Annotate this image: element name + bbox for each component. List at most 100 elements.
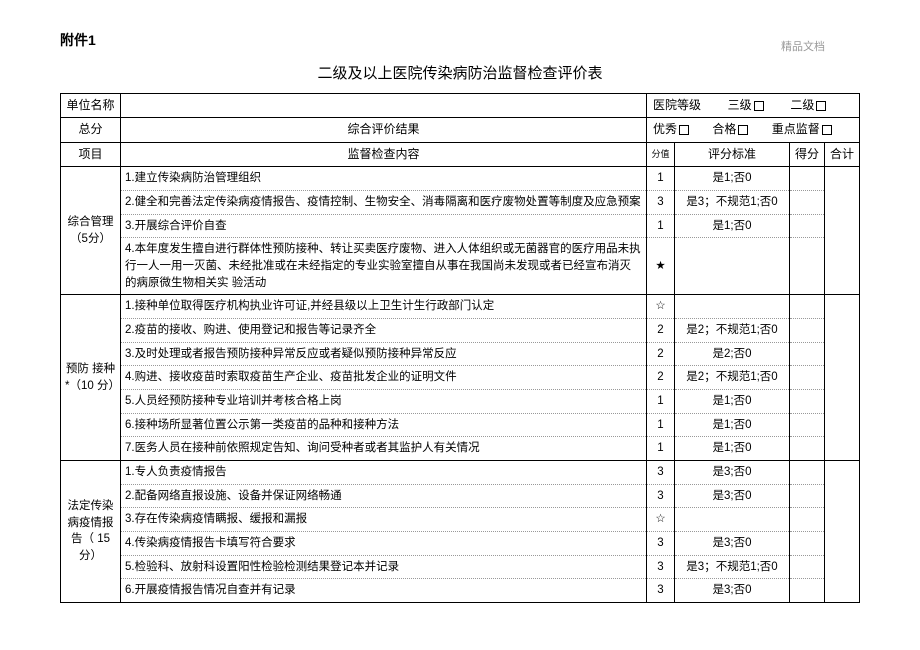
- col-content-header: 监督检查内容: [121, 142, 647, 166]
- standard-cell: 是1;否0: [675, 167, 790, 191]
- col-standard-header: 评分标准: [674, 142, 789, 166]
- got-score-cell: [790, 167, 825, 191]
- standard-cell: 是1;否0: [675, 413, 790, 437]
- level2-checkbox[interactable]: [816, 101, 826, 111]
- pass-checkbox[interactable]: [738, 125, 748, 135]
- level3-label: 三级: [728, 98, 752, 112]
- standard-cell: 是3;否0: [675, 531, 790, 555]
- col-got-header: 得分: [789, 142, 824, 166]
- standard-cell: [675, 508, 790, 532]
- score-cell: 1: [647, 214, 675, 238]
- standard-cell: 是1;否0: [675, 214, 790, 238]
- score-cell: ☆: [647, 508, 675, 532]
- score-cell: ★: [647, 238, 675, 295]
- standard-cell: 是3;否0: [675, 460, 790, 484]
- key-supervision-checkbox[interactable]: [822, 125, 832, 135]
- total-cell: [825, 295, 860, 461]
- score-cell: 3: [647, 531, 675, 555]
- got-score-cell: [790, 389, 825, 413]
- standard-cell: [675, 238, 790, 295]
- got-score-cell: [790, 484, 825, 508]
- content-cell: 6.接种场所显著位置公示第一类疫苗的品种和接种方法: [121, 413, 647, 437]
- got-score-cell: [790, 342, 825, 366]
- excellent-label: 优秀: [653, 122, 677, 136]
- content-cell: 3.及时处理或者报告预防接种异常反应或者疑似预防接种异常反应: [121, 342, 647, 366]
- total-score-label: 总分: [61, 118, 121, 142]
- standard-cell: 是2；不规范1;否0: [675, 318, 790, 342]
- attachment-label: 附件1: [60, 30, 860, 50]
- score-cell: 1: [647, 437, 675, 461]
- got-score-cell: [790, 366, 825, 390]
- standard-cell: 是3；不规范1;否0: [675, 190, 790, 214]
- got-score-cell: [790, 190, 825, 214]
- standard-cell: 是3；不规范1;否0: [675, 555, 790, 579]
- unit-name-label: 单位名称: [61, 94, 121, 118]
- got-score-cell: [790, 531, 825, 555]
- content-cell: 4.购进、接收疫苗时索取疫苗生产企业、疫苗批发企业的证明文件: [121, 366, 647, 390]
- score-cell: 1: [647, 413, 675, 437]
- content-cell: 2.配备网络直报设施、设备并保证网络畅通: [121, 484, 647, 508]
- content-cell: 1.接种单位取得医疗机构执业许可证,并经县级以上卫生计生行政部门认定: [121, 295, 647, 319]
- total-cell: [825, 167, 860, 295]
- col-item-header: 项目: [61, 142, 121, 166]
- score-cell: 3: [647, 190, 675, 214]
- content-cell: 2.健全和完善法定传染病疫情报告、疫情控制、生物安全、消毒隔离和医疗废物处置等制…: [121, 190, 647, 214]
- score-cell: 3: [647, 579, 675, 603]
- level3-checkbox[interactable]: [754, 101, 764, 111]
- score-cell: 1: [647, 167, 675, 191]
- content-table: 综合管理（5分）1.建立传染病防治管理组织1是1;否02.健全和完善法定传染病疫…: [60, 166, 860, 603]
- standard-cell: 是2;否0: [675, 342, 790, 366]
- score-cell: 2: [647, 342, 675, 366]
- unit-name-value: [121, 94, 647, 118]
- got-score-cell: [790, 318, 825, 342]
- standard-cell: 是1;否0: [675, 389, 790, 413]
- excellent-checkbox[interactable]: [679, 125, 689, 135]
- content-cell: 7.医务人员在接种前依照规定告知、询问受种者或者其监护人有关情况: [121, 437, 647, 461]
- got-score-cell: [790, 238, 825, 295]
- section-category: 综合管理（5分）: [61, 167, 121, 295]
- watermark: 精品文档: [781, 38, 825, 54]
- section-category: 法定传染病疫情报告（ 15 分）: [61, 460, 121, 602]
- content-cell: 1.专人负责疫情报告: [121, 460, 647, 484]
- pass-label: 合格: [712, 122, 736, 136]
- key-supervision-label: 重点监督: [772, 122, 820, 136]
- content-cell: 4.传染病疫情报告卡填写符合要求: [121, 531, 647, 555]
- got-score-cell: [790, 295, 825, 319]
- total-cell: [825, 460, 860, 602]
- score-cell: ☆: [647, 295, 675, 319]
- content-cell: 1.建立传染病防治管理组织: [121, 167, 647, 191]
- standard-cell: 是3;否0: [675, 579, 790, 603]
- content-cell: 3.开展综合评价自查: [121, 214, 647, 238]
- evaluation-table: 单位名称 医院等级 三级 二级 总分 综合评价结果 优秀 合格 重点监督 项目监…: [60, 93, 860, 167]
- score-cell: 3: [647, 555, 675, 579]
- score-cell: 2: [647, 318, 675, 342]
- content-cell: 5.检验科、放射科设置阳性检验检测结果登记本并记录: [121, 555, 647, 579]
- content-cell: 6.开展疫情报告情况自查并有记录: [121, 579, 647, 603]
- got-score-cell: [790, 437, 825, 461]
- got-score-cell: [790, 460, 825, 484]
- content-cell: 5.人员经预防接种专业培训并考核合格上岗: [121, 389, 647, 413]
- section-category: 预防 接种*（10 分）: [61, 295, 121, 461]
- standard-cell: 是2；不规范1;否0: [675, 366, 790, 390]
- score-cell: 3: [647, 484, 675, 508]
- content-cell: 3.存在传染病疫情瞒报、缓报和漏报: [121, 508, 647, 532]
- got-score-cell: [790, 214, 825, 238]
- standard-cell: [675, 295, 790, 319]
- page-title: 二级及以上医院传染病防治监督检查评价表: [60, 62, 860, 83]
- col-total-header: 合计: [824, 142, 859, 166]
- eval-result-label: 综合评价结果: [347, 122, 419, 136]
- level2-label: 二级: [790, 98, 814, 112]
- content-cell: 4.本年度发生擅自进行群体性预防接种、转让买卖医疗废物、进入人体组织或无菌器官的…: [121, 238, 647, 295]
- hospital-level-label: 医院等级: [653, 98, 701, 112]
- score-cell: 3: [647, 460, 675, 484]
- score-cell: 1: [647, 389, 675, 413]
- col-score-header: 分值: [646, 142, 674, 166]
- got-score-cell: [790, 508, 825, 532]
- got-score-cell: [790, 579, 825, 603]
- standard-cell: 是1;否0: [675, 437, 790, 461]
- score-cell: 2: [647, 366, 675, 390]
- got-score-cell: [790, 555, 825, 579]
- got-score-cell: [790, 413, 825, 437]
- standard-cell: 是3;否0: [675, 484, 790, 508]
- content-cell: 2.疫苗的接收、购进、使用登记和报告等记录齐全: [121, 318, 647, 342]
